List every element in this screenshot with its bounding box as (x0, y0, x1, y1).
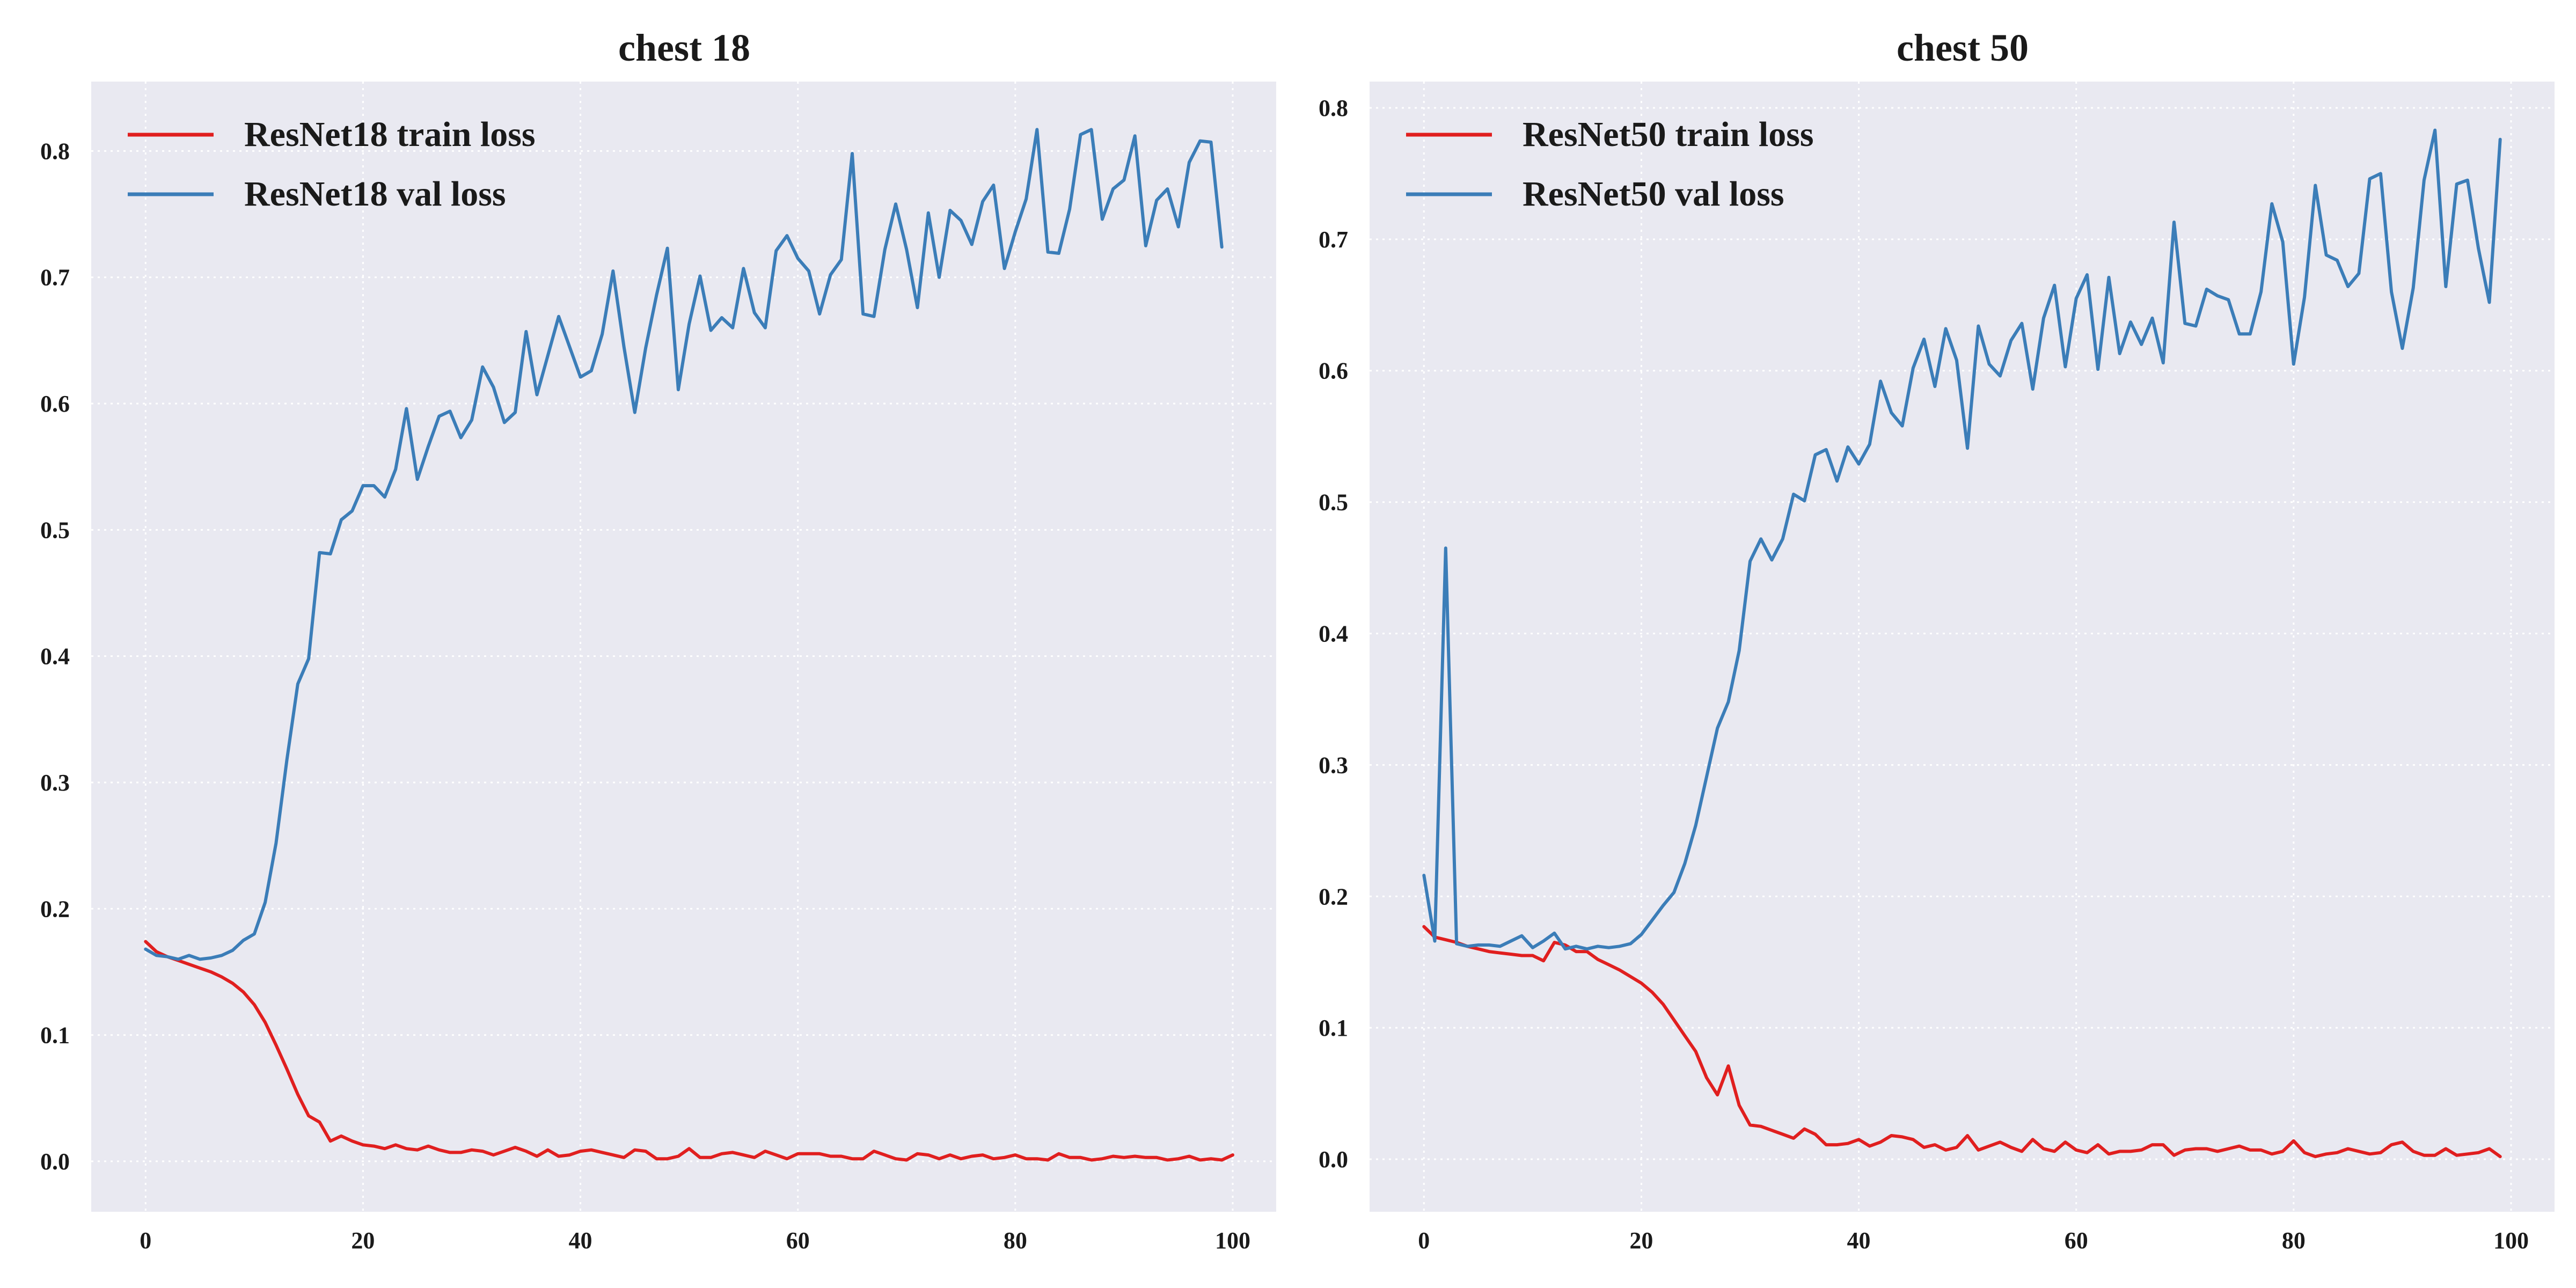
panel-title: chest 50 (1897, 26, 2029, 69)
series-line-val-loss (1422, 128, 2502, 951)
y-tick-label: 0.6 (40, 391, 70, 417)
x-tick-label: 100 (1215, 1227, 1250, 1254)
y-tick-label: 0.2 (1319, 883, 1348, 910)
y-tick-label: 0.4 (1319, 621, 1348, 647)
x-tick-label: 20 (1629, 1227, 1653, 1254)
x-tick-label: 60 (786, 1227, 810, 1254)
grid-lines (1370, 82, 2555, 1212)
y-tick-label: 0.7 (40, 265, 70, 291)
legend: ResNet50 train loss ResNet50 val loss (1406, 115, 1814, 214)
panel-title: chest 18 (618, 26, 750, 69)
x-tick-label: 80 (2282, 1227, 2306, 1254)
y-tick-label: 0.5 (40, 517, 70, 543)
series-line-val-loss (144, 128, 1224, 961)
x-tick-label: 20 (351, 1227, 375, 1254)
y-tick-label: 0.8 (40, 138, 70, 164)
legend-label-train-loss: ResNet50 train loss (1523, 115, 1814, 154)
plot-area (91, 82, 1276, 1212)
y-tick-labels: 0.0 0.1 0.2 0.3 0.4 0.5 0.6 0.7 0.8 (40, 138, 70, 1174)
y-tick-label: 0.0 (1319, 1146, 1348, 1173)
x-tick-label: 40 (1847, 1227, 1871, 1254)
y-tick-label: 0.3 (1319, 752, 1348, 778)
y-tick-label: 0.4 (40, 643, 70, 670)
legend: ResNet18 train loss ResNet18 val loss (128, 115, 536, 214)
x-tick-labels: 0 20 40 60 80 100 (140, 1227, 1250, 1254)
legend-label-val-loss: ResNet18 val loss (244, 174, 506, 214)
plot-area (1370, 82, 2555, 1212)
y-tick-label: 0.7 (1319, 226, 1348, 253)
y-tick-label: 0.1 (1319, 1015, 1348, 1041)
legend-label-train-loss: ResNet18 train loss (244, 115, 536, 154)
y-tick-label: 0.2 (40, 896, 70, 922)
x-tick-label: 0 (140, 1227, 151, 1254)
y-tick-label: 0.1 (40, 1022, 70, 1049)
y-tick-label: 0.5 (1319, 489, 1348, 516)
x-tick-label: 60 (2065, 1227, 2088, 1254)
x-tick-label: 0 (1418, 1227, 1430, 1254)
x-tick-label: 100 (2493, 1227, 2529, 1254)
y-tick-label: 0.0 (40, 1148, 70, 1175)
x-tick-labels: 0 20 40 60 80 100 (1418, 1227, 2529, 1254)
y-tick-label: 0.3 (40, 770, 70, 796)
chart-panel-chest-18: chest 18 0.0 0.1 0.2 0.3 0.4 0.5 0.6 0.7… (40, 26, 1276, 1254)
y-tick-label: 0.8 (1319, 95, 1348, 121)
series-line-train-loss (144, 940, 1234, 1162)
y-tick-labels: 0.0 0.1 0.2 0.3 0.4 0.5 0.6 0.7 0.8 (1319, 95, 1348, 1173)
chart-panel-chest-50: chest 50 0.0 0.1 0.2 0.3 0.4 0.5 0.6 0.7… (1319, 26, 2555, 1254)
y-tick-label: 0.6 (1319, 358, 1348, 384)
x-tick-label: 40 (569, 1227, 592, 1254)
legend-label-val-loss: ResNet50 val loss (1523, 174, 1784, 214)
series-line-train-loss (1422, 925, 2502, 1159)
x-tick-label: 80 (1004, 1227, 1027, 1254)
